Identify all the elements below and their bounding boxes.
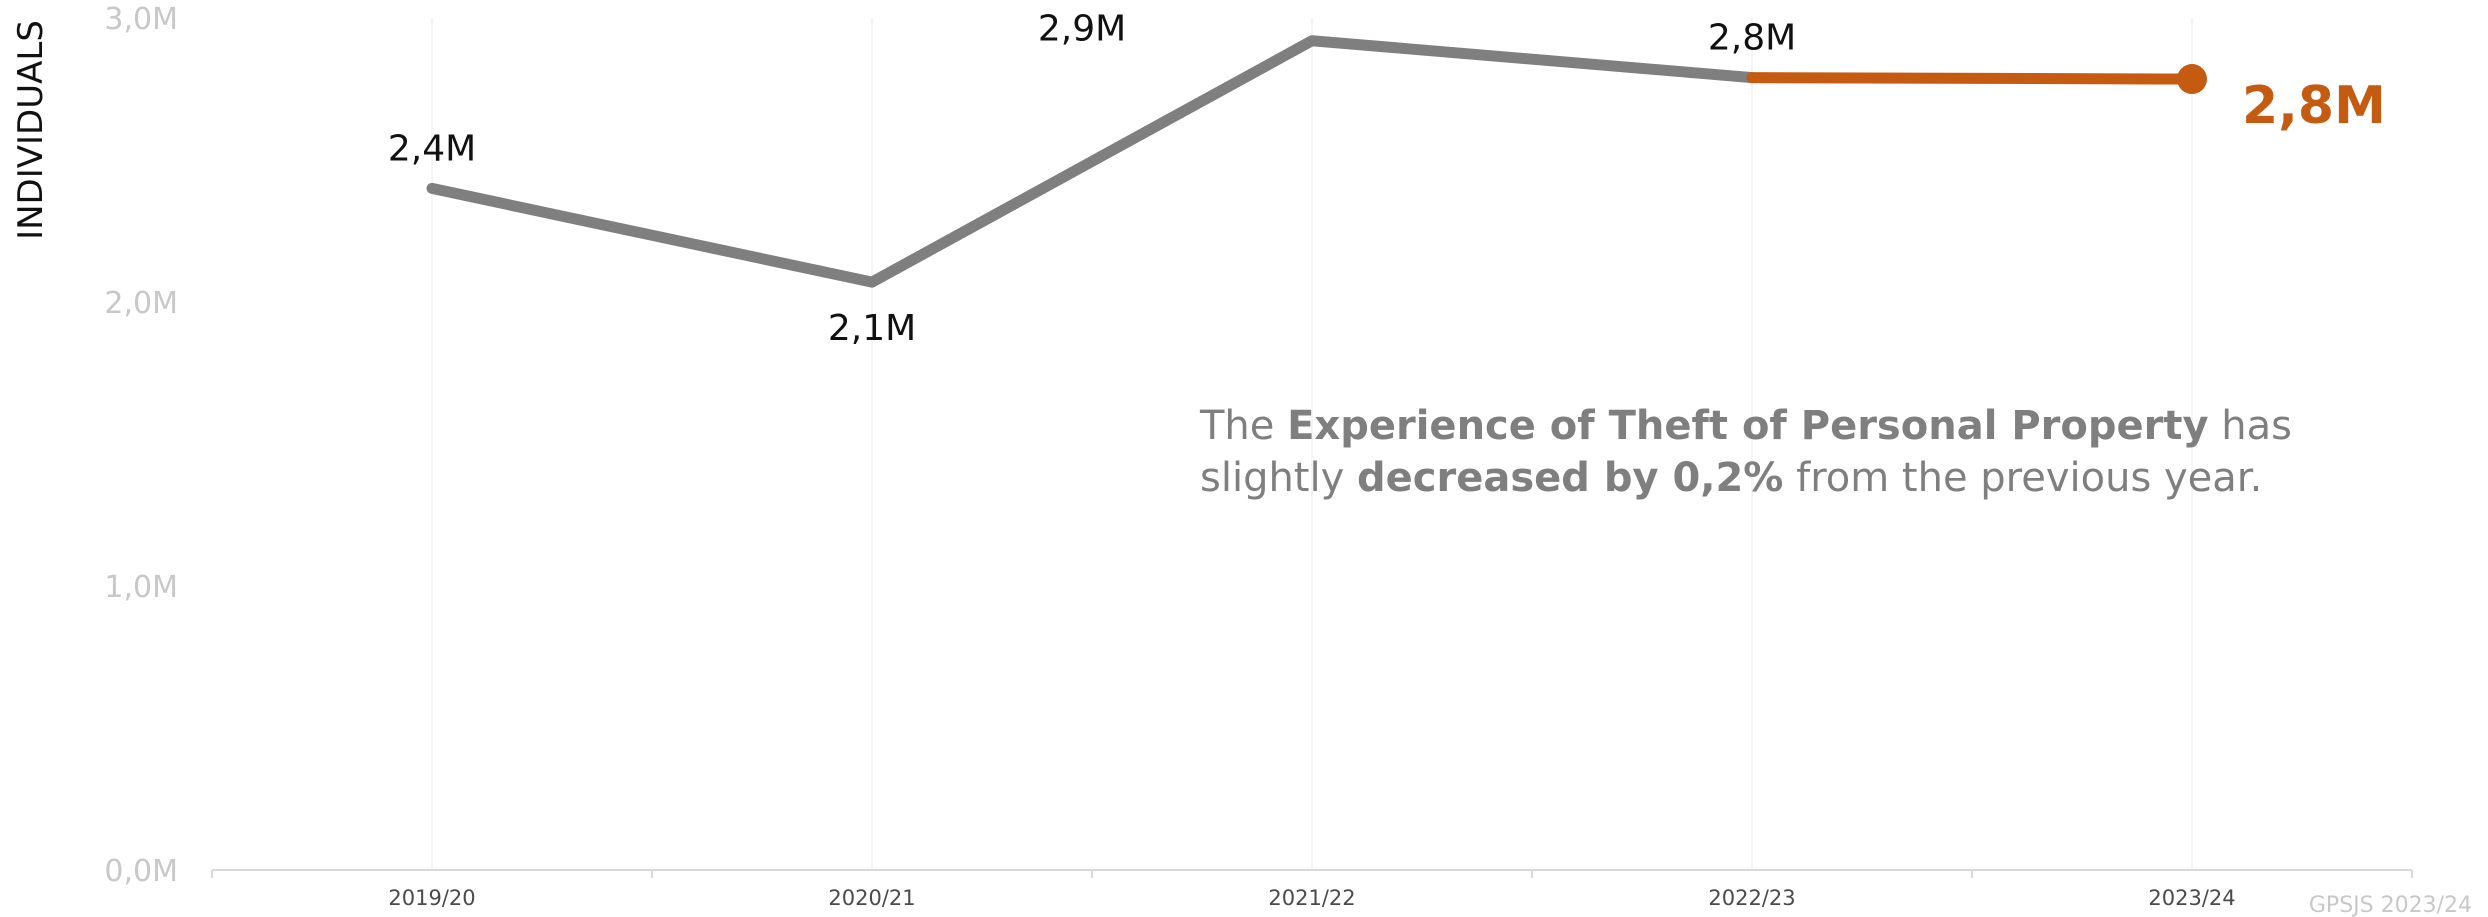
source-note: GPSJS 2023/24	[2309, 893, 2472, 917]
x-tick-label: 2019/20	[388, 886, 475, 910]
series-line-grey	[426, 35, 1758, 288]
y-tick-label: 1,0M	[104, 570, 178, 605]
annotation-text: The Experience of Theft of Personal Prop…	[1200, 400, 2292, 504]
grid-lines	[431, 18, 2193, 870]
data-label: 2,8M	[1708, 18, 1796, 59]
data-labels: 2,4M 2,1M 2,9M 2,8M 2,8M	[388, 9, 2386, 349]
x-tick-label: 2021/22	[1268, 886, 1355, 910]
data-label: 2,4M	[388, 128, 476, 169]
x-tick-label: 2020/21	[828, 886, 915, 910]
x-axis-ticks: 2019/20 2020/21 2021/22 2022/23 2023/24	[388, 886, 2235, 910]
x-tick-label: 2022/23	[1708, 886, 1795, 910]
annotation-bold-2: decreased by 0,2%	[1357, 455, 1784, 501]
series-line	[426, 35, 2207, 288]
y-axis-ticks: 0,0M 1,0M 2,0M 3,0M	[104, 2, 178, 889]
data-label: 2,8M	[2242, 76, 2386, 136]
y-tick-label: 0,0M	[104, 854, 178, 889]
annotation-line-2: slightly decreased by 0,2% from the prev…	[1200, 452, 2262, 504]
annotation-text-1: The	[1200, 403, 1288, 449]
x-tick-label: 2023/24	[2148, 886, 2235, 910]
y-tick-label: 3,0M	[104, 2, 178, 37]
y-tick-label: 2,0M	[104, 286, 178, 321]
series-line-highlight	[1746, 72, 2198, 85]
last-point-marker	[2177, 64, 2207, 95]
annotation-text-3: slightly	[1200, 455, 1357, 501]
annotation-bold-1: Experience of Theft of Personal Property	[1287, 403, 2209, 449]
annotation-text-2: has	[2208, 403, 2292, 449]
annotation-text-4: from the previous year.	[1783, 455, 2263, 501]
axes	[211, 869, 2413, 878]
y-axis-title: INDIVIDUALS	[11, 20, 51, 240]
data-label: 2,1M	[828, 308, 916, 349]
data-label: 2,9M	[1038, 9, 1126, 50]
annotation-line-1: The Experience of Theft of Personal Prop…	[1200, 400, 2292, 452]
